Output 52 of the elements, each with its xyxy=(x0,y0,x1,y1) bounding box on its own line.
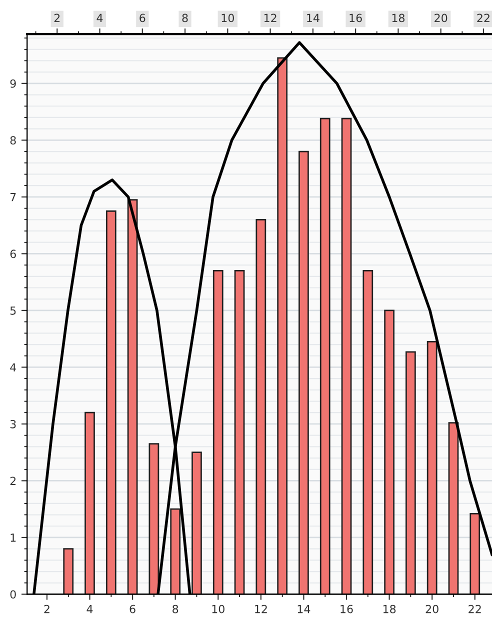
bar xyxy=(84,412,95,594)
y-tick-label: 4 xyxy=(10,363,16,372)
bar xyxy=(148,443,160,594)
x2-tick-label: 2 xyxy=(54,14,60,22)
bar xyxy=(234,270,245,594)
x-tick-label: 22 xyxy=(468,604,481,614)
bar xyxy=(170,508,181,594)
bar xyxy=(426,340,438,594)
x-tick-label: 10 xyxy=(212,604,224,614)
bar xyxy=(192,452,202,594)
bar xyxy=(362,270,374,594)
x-tick-label: 6 xyxy=(130,604,136,614)
bar xyxy=(298,150,309,594)
x-tick-label: 4 xyxy=(86,605,93,614)
bar xyxy=(320,118,330,594)
y-tick-label: 6 xyxy=(10,250,16,258)
x2-tick-label: 6 xyxy=(140,14,146,22)
bar xyxy=(406,351,416,594)
bar xyxy=(448,422,459,594)
y-tick-label: 0 xyxy=(10,590,16,599)
y-tick-label: 9 xyxy=(10,79,16,88)
x2-tick-label: 18 xyxy=(392,14,405,22)
y-tick-label: 7 xyxy=(10,193,16,202)
bar xyxy=(384,310,394,594)
bar xyxy=(256,218,266,594)
y-tick-label: 8 xyxy=(10,136,16,145)
x2-tick-label: 8 xyxy=(182,14,188,22)
x-tick-label: 12 xyxy=(255,604,267,614)
x2-tick-label: 14 xyxy=(307,14,320,22)
x2-tick-label: 20 xyxy=(434,14,448,22)
y-tick-label: 5 xyxy=(10,306,16,315)
bar xyxy=(341,118,352,594)
x2-tick-label: 16 xyxy=(350,14,362,22)
bar xyxy=(470,512,480,594)
bar xyxy=(106,210,116,594)
y-tick-label: 1 xyxy=(10,534,16,542)
x-tick-label: 18 xyxy=(383,604,396,614)
y-tick-label: 2 xyxy=(10,476,16,485)
bar xyxy=(212,270,224,594)
x-tick-label: 2 xyxy=(44,604,50,614)
bar xyxy=(63,548,74,594)
x2-tick-label: 10 xyxy=(222,14,234,22)
x2-tick-label: 4 xyxy=(96,14,103,22)
bar xyxy=(277,57,288,594)
y-tick-label: 3 xyxy=(10,420,16,428)
x2-tick-label: 22 xyxy=(477,14,490,22)
x-tick-label: 14 xyxy=(298,605,310,614)
x-tick-label: 8 xyxy=(172,604,178,614)
x-tick-label: 16 xyxy=(340,604,353,614)
bar xyxy=(127,199,138,594)
x-tick-label: 20 xyxy=(426,604,438,614)
x2-tick-label: 12 xyxy=(264,14,276,22)
